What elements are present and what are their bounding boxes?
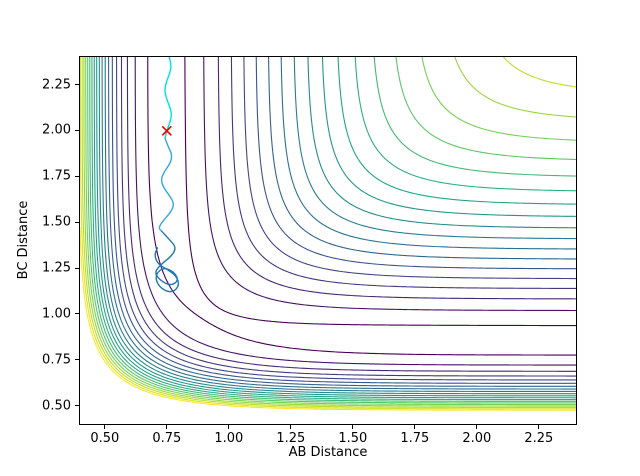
y-tick-label: 2.25 xyxy=(42,77,71,93)
y-axis-label: BC Distance xyxy=(16,200,31,280)
x-tick-mark xyxy=(414,425,416,429)
x-tick-label: 2.00 xyxy=(462,431,492,446)
x-tick-mark xyxy=(290,425,292,429)
plot-area xyxy=(79,56,577,425)
y-tick-mark xyxy=(75,313,79,315)
x-tick-mark xyxy=(166,425,168,429)
contour-plot-canvas xyxy=(80,57,576,424)
x-tick-label: 1.50 xyxy=(338,431,368,446)
x-tick-label: 1.75 xyxy=(400,431,430,446)
y-tick-label: 1.25 xyxy=(42,260,71,276)
y-tick-mark xyxy=(75,129,79,131)
y-tick-label: 1.50 xyxy=(42,214,71,230)
x-tick-label: 1.00 xyxy=(214,431,244,446)
x-tick-mark xyxy=(476,425,478,429)
x-tick-mark xyxy=(538,425,540,429)
y-tick-mark xyxy=(75,221,79,223)
y-tick-mark xyxy=(75,405,79,407)
y-tick-mark xyxy=(75,84,79,86)
y-tick-mark xyxy=(75,267,79,269)
x-axis-label: AB Distance xyxy=(288,445,368,460)
x-tick-mark xyxy=(228,425,230,429)
x-tick-label: 2.25 xyxy=(524,431,554,446)
y-tick-label: 1.00 xyxy=(42,306,71,322)
x-tick-mark xyxy=(104,425,106,429)
x-tick-label: 1.25 xyxy=(276,431,306,446)
y-tick-label: 0.50 xyxy=(42,398,71,414)
x-tick-label: 0.50 xyxy=(90,431,120,446)
x-tick-mark xyxy=(352,425,354,429)
y-tick-label: 2.00 xyxy=(42,122,71,138)
y-tick-mark xyxy=(75,175,79,177)
x-tick-label: 0.75 xyxy=(152,431,182,446)
y-tick-mark xyxy=(75,359,79,361)
y-tick-label: 1.75 xyxy=(42,168,71,184)
y-tick-label: 0.75 xyxy=(42,352,71,368)
